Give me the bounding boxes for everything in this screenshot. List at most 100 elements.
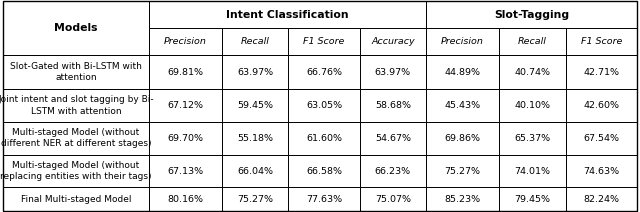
- Text: 80.16%: 80.16%: [168, 195, 204, 204]
- Text: 66.76%: 66.76%: [306, 68, 342, 77]
- Bar: [360, 55, 426, 89]
- Bar: [566, 155, 637, 187]
- Text: 79.45%: 79.45%: [515, 195, 550, 204]
- Text: Joint intent and slot tagging by Bi-
LSTM with attention: Joint intent and slot tagging by Bi- LST…: [0, 95, 154, 116]
- Text: F1 Score: F1 Score: [580, 37, 622, 46]
- Text: 42.60%: 42.60%: [583, 101, 620, 110]
- Bar: [289, 55, 360, 89]
- Bar: [149, 122, 222, 155]
- Bar: [426, 122, 499, 155]
- Bar: [3, 55, 149, 89]
- Text: F1 Score: F1 Score: [303, 37, 345, 46]
- Text: 54.67%: 54.67%: [375, 134, 411, 143]
- Bar: [360, 187, 426, 211]
- Text: 40.10%: 40.10%: [515, 101, 550, 110]
- Bar: [289, 89, 360, 122]
- Text: 82.24%: 82.24%: [583, 195, 620, 204]
- Text: 63.97%: 63.97%: [375, 68, 411, 77]
- Text: Accuracy: Accuracy: [371, 37, 415, 46]
- Text: 44.89%: 44.89%: [445, 68, 481, 77]
- Text: Recall: Recall: [518, 37, 547, 46]
- Bar: [149, 28, 222, 55]
- Bar: [289, 28, 360, 55]
- Text: Slot-Gated with Bi-LSTM with
attention: Slot-Gated with Bi-LSTM with attention: [10, 62, 142, 82]
- Text: 40.74%: 40.74%: [515, 68, 550, 77]
- Bar: [289, 155, 360, 187]
- Bar: [222, 122, 289, 155]
- Text: Precision: Precision: [164, 37, 207, 46]
- Bar: [3, 187, 149, 211]
- Bar: [426, 28, 499, 55]
- Text: 75.07%: 75.07%: [375, 195, 411, 204]
- Text: 67.13%: 67.13%: [168, 167, 204, 176]
- Text: Models: Models: [54, 23, 98, 33]
- Bar: [566, 55, 637, 89]
- Text: 69.70%: 69.70%: [168, 134, 204, 143]
- Bar: [426, 1, 637, 28]
- Bar: [566, 187, 637, 211]
- Text: 65.37%: 65.37%: [515, 134, 550, 143]
- Bar: [149, 187, 222, 211]
- Text: Multi-staged Model (without
different NER at different stages): Multi-staged Model (without different NE…: [1, 128, 151, 148]
- Text: 59.45%: 59.45%: [237, 101, 273, 110]
- Text: 66.58%: 66.58%: [306, 167, 342, 176]
- Text: 66.04%: 66.04%: [237, 167, 273, 176]
- Bar: [222, 89, 289, 122]
- Text: 45.43%: 45.43%: [445, 101, 481, 110]
- Bar: [426, 55, 499, 89]
- Text: 67.54%: 67.54%: [583, 134, 620, 143]
- Bar: [360, 89, 426, 122]
- Bar: [222, 55, 289, 89]
- Bar: [499, 122, 566, 155]
- Bar: [499, 187, 566, 211]
- Bar: [222, 155, 289, 187]
- Text: Final Multi-staged Model: Final Multi-staged Model: [20, 195, 131, 204]
- Text: 58.68%: 58.68%: [375, 101, 411, 110]
- Bar: [289, 187, 360, 211]
- Bar: [426, 187, 499, 211]
- Bar: [499, 28, 566, 55]
- Bar: [289, 122, 360, 155]
- Text: Slot-Tagging: Slot-Tagging: [494, 10, 569, 20]
- Bar: [360, 122, 426, 155]
- Bar: [566, 28, 637, 55]
- Bar: [426, 155, 499, 187]
- Bar: [3, 155, 149, 187]
- Bar: [566, 122, 637, 155]
- Text: Intent Classification: Intent Classification: [226, 10, 349, 20]
- Text: 74.01%: 74.01%: [515, 167, 550, 176]
- Bar: [222, 28, 289, 55]
- Text: 69.86%: 69.86%: [445, 134, 481, 143]
- Bar: [3, 89, 149, 122]
- Text: 75.27%: 75.27%: [445, 167, 481, 176]
- Bar: [3, 122, 149, 155]
- Text: 75.27%: 75.27%: [237, 195, 273, 204]
- Bar: [360, 28, 426, 55]
- Bar: [3, 1, 149, 55]
- Text: 63.05%: 63.05%: [306, 101, 342, 110]
- Text: Recall: Recall: [241, 37, 269, 46]
- Bar: [499, 55, 566, 89]
- Bar: [499, 155, 566, 187]
- Text: 55.18%: 55.18%: [237, 134, 273, 143]
- Text: Precision: Precision: [441, 37, 484, 46]
- Text: 61.60%: 61.60%: [306, 134, 342, 143]
- Text: 42.71%: 42.71%: [583, 68, 620, 77]
- Bar: [222, 187, 289, 211]
- Text: 66.23%: 66.23%: [375, 167, 411, 176]
- Text: 63.97%: 63.97%: [237, 68, 273, 77]
- Bar: [149, 155, 222, 187]
- Bar: [426, 89, 499, 122]
- Text: 67.12%: 67.12%: [168, 101, 204, 110]
- Bar: [566, 89, 637, 122]
- Bar: [149, 1, 426, 28]
- Text: 69.81%: 69.81%: [168, 68, 204, 77]
- Text: Multi-staged Model (without
replacing entities with their tags): Multi-staged Model (without replacing en…: [0, 161, 152, 181]
- Bar: [149, 55, 222, 89]
- Bar: [499, 89, 566, 122]
- Text: 74.63%: 74.63%: [583, 167, 620, 176]
- Text: 85.23%: 85.23%: [445, 195, 481, 204]
- Bar: [149, 89, 222, 122]
- Text: 77.63%: 77.63%: [306, 195, 342, 204]
- Bar: [360, 155, 426, 187]
